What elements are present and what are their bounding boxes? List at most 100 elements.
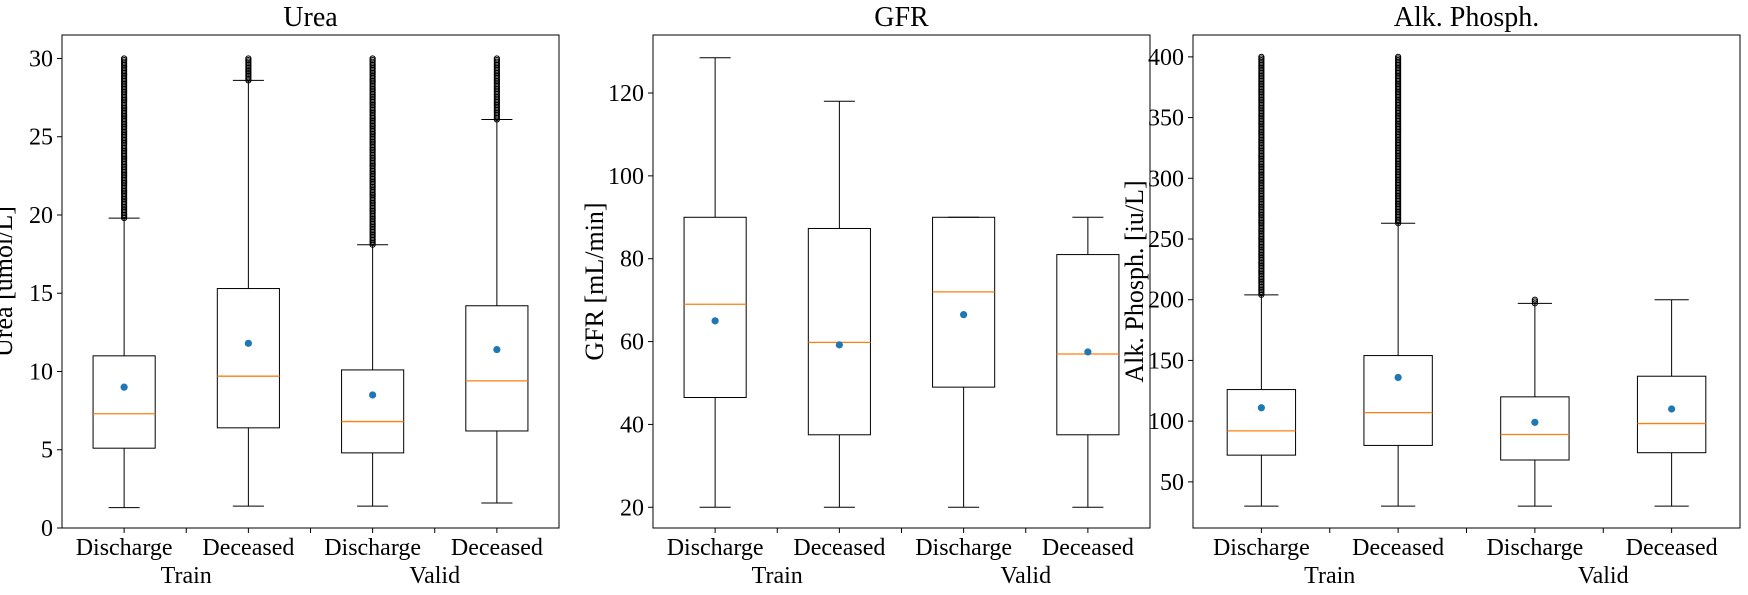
outlier-point: [1531, 296, 1538, 303]
group-label: Valid: [409, 563, 460, 589]
y-tick-label: 10: [29, 359, 53, 385]
y-tick-label: 30: [29, 46, 53, 72]
x-tick: Deceased: [1042, 528, 1134, 561]
x-tick-label: Discharge: [324, 535, 421, 561]
mean-marker: [1084, 348, 1092, 356]
iqr-box: [465, 305, 529, 432]
x-tick: Discharge: [1213, 528, 1310, 561]
box-3: [1500, 296, 1570, 507]
box-4: [1056, 216, 1120, 508]
y-tick: 200: [1148, 288, 1193, 314]
mean-marker: [1394, 373, 1402, 382]
box-1: [1226, 53, 1297, 507]
y-tick: 50: [1160, 470, 1193, 496]
x-tick-label: Discharge: [915, 535, 1012, 561]
y-tick: 0: [41, 516, 62, 542]
y-tick-label: 80: [620, 247, 644, 273]
x-tick: Deceased: [202, 528, 294, 561]
mean-marker: [835, 341, 843, 349]
y-tick: 40: [620, 412, 653, 438]
mean-marker: [1531, 418, 1539, 426]
y-axis-label: Alk. Phosph. [iu/L]: [1120, 180, 1149, 382]
y-tick: 100: [608, 164, 653, 190]
y-tick-label: 350: [1148, 106, 1184, 132]
y-tick-label: 400: [1148, 45, 1184, 71]
outlier-point: [1531, 298, 1538, 305]
box-1: [92, 55, 156, 509]
outlier-point: [1531, 300, 1538, 307]
outlier-point: [121, 55, 128, 62]
outlier-point: [369, 55, 376, 62]
y-axis-label: Urea [umol/L]: [0, 206, 18, 357]
group-label: Train: [161, 563, 212, 589]
outlier-point: [245, 55, 252, 62]
y-tick: 20: [29, 203, 62, 229]
iqr-box: [1500, 396, 1570, 461]
iqr-box: [932, 216, 996, 388]
y-tick-label: 100: [608, 164, 644, 190]
group-label: Valid: [1000, 563, 1051, 589]
iqr-box: [92, 355, 156, 449]
panel-title: GFR: [874, 2, 929, 33]
y-tick-label: 20: [29, 203, 53, 229]
x-tick-label: Deceased: [202, 535, 294, 561]
mean-marker: [120, 383, 128, 391]
y-tick: 60: [620, 330, 653, 356]
y-tick-label: 250: [1148, 227, 1184, 253]
box-3: [341, 55, 405, 507]
x-tick: Discharge: [76, 528, 173, 561]
y-axis-label: GFR [mL/min]: [580, 202, 609, 360]
iqr-box: [1363, 355, 1433, 446]
mean-marker: [1668, 405, 1676, 413]
x-tick: Deceased: [1352, 528, 1444, 561]
mean-marker: [711, 317, 719, 325]
x-tick-label: Deceased: [793, 535, 885, 561]
y-tick: 30: [29, 46, 62, 72]
y-tick-label: 120: [608, 81, 644, 107]
y-tick: 10: [29, 359, 62, 385]
plot-frame: [61, 34, 560, 529]
x-tick: Discharge: [915, 528, 1012, 561]
iqr-box: [1056, 254, 1120, 436]
iqr-box: [683, 216, 747, 398]
plot-frame: [1192, 34, 1741, 529]
box-2: [216, 55, 280, 507]
y-tick: 250: [1148, 227, 1193, 253]
x-tick: Deceased: [1626, 528, 1718, 561]
y-tick: 100: [1148, 409, 1193, 435]
x-tick-label: Deceased: [1352, 535, 1444, 561]
iqr-box: [216, 288, 280, 429]
x-tick: Discharge: [1486, 528, 1583, 561]
x-tick: Discharge: [324, 528, 421, 561]
box-2: [807, 100, 871, 508]
x-tick-label: Discharge: [667, 535, 764, 561]
mean-marker: [493, 345, 501, 354]
plot-frame: [652, 34, 1151, 529]
iqr-box: [807, 227, 871, 436]
panel-1: Urea Urea [umol/L] 0 5 10 15 20 25 30 Discharge De…: [0, 2, 560, 589]
panel-title: Alk. Phosph.: [1394, 2, 1539, 33]
y-tick: 400: [1148, 45, 1193, 71]
y-tick-label: 60: [620, 330, 644, 356]
x-tick-label: Deceased: [1626, 535, 1718, 561]
y-tick-label: 150: [1148, 348, 1184, 374]
y-tick-label: 100: [1148, 409, 1184, 435]
group-label: Train: [1304, 563, 1355, 589]
y-tick: 80: [620, 247, 653, 273]
x-tick: Deceased: [793, 528, 885, 561]
iqr-box: [1636, 375, 1707, 454]
y-tick-label: 40: [620, 412, 644, 438]
x-tick: Discharge: [667, 528, 764, 561]
y-tick: 120: [608, 81, 653, 107]
y-tick: 15: [29, 281, 62, 307]
y-tick: 25: [29, 125, 62, 151]
box-4: [465, 55, 529, 504]
y-tick-label: 20: [620, 495, 644, 521]
x-tick: Deceased: [451, 528, 543, 561]
outlier-point: [1258, 53, 1265, 60]
y-tick-label: 200: [1148, 288, 1184, 314]
iqr-box: [1226, 389, 1297, 456]
x-tick-label: Discharge: [1486, 535, 1583, 561]
y-tick-label: 25: [29, 125, 53, 151]
